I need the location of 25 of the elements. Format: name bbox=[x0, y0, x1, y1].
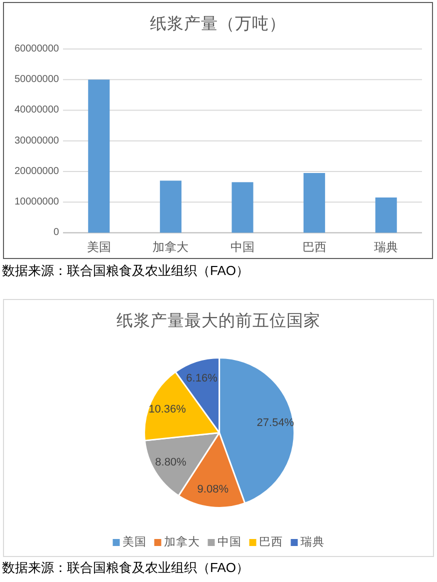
y-tick-label: 40000000 bbox=[14, 104, 60, 116]
y-tick-label: 50000000 bbox=[14, 74, 60, 86]
y-tick-label: 0 bbox=[53, 227, 60, 238]
data-label: 10.36% bbox=[148, 403, 186, 416]
y-tick-label: 10000000 bbox=[14, 196, 60, 208]
x-tick-label: 中国 bbox=[230, 240, 254, 254]
data-label: 8.80% bbox=[155, 456, 186, 469]
x-tick-label: 瑞典 bbox=[374, 240, 398, 254]
x-tick-label: 巴西 bbox=[302, 240, 326, 254]
legend-item: 加拿大 bbox=[164, 536, 200, 548]
legend-item: 美国 bbox=[122, 536, 146, 548]
legend-item: 巴西 bbox=[258, 536, 283, 548]
legend-item: 中国 bbox=[217, 536, 242, 548]
x-tick-label: 加拿大 bbox=[152, 240, 189, 254]
data-label: 6.16% bbox=[186, 372, 218, 384]
title: 纸浆产量最大的前五位国家 bbox=[116, 312, 320, 330]
title: 纸浆产量（万吨） bbox=[150, 15, 286, 33]
y-tick-label: 60000000 bbox=[14, 44, 60, 54]
source-note: 数据来源：联合国粮食及农业组织（FAO） bbox=[2, 559, 250, 576]
y-tick-label: 20000000 bbox=[14, 166, 60, 177]
source-note: 数据来源：联合国粮食及农业组织（FAO） bbox=[2, 262, 250, 279]
data-label: 9.08% bbox=[197, 483, 228, 496]
legend-item: 瑞典 bbox=[300, 536, 324, 548]
y-tick-label: 30000000 bbox=[14, 135, 60, 146]
x-tick-label: 美国 bbox=[86, 240, 111, 254]
